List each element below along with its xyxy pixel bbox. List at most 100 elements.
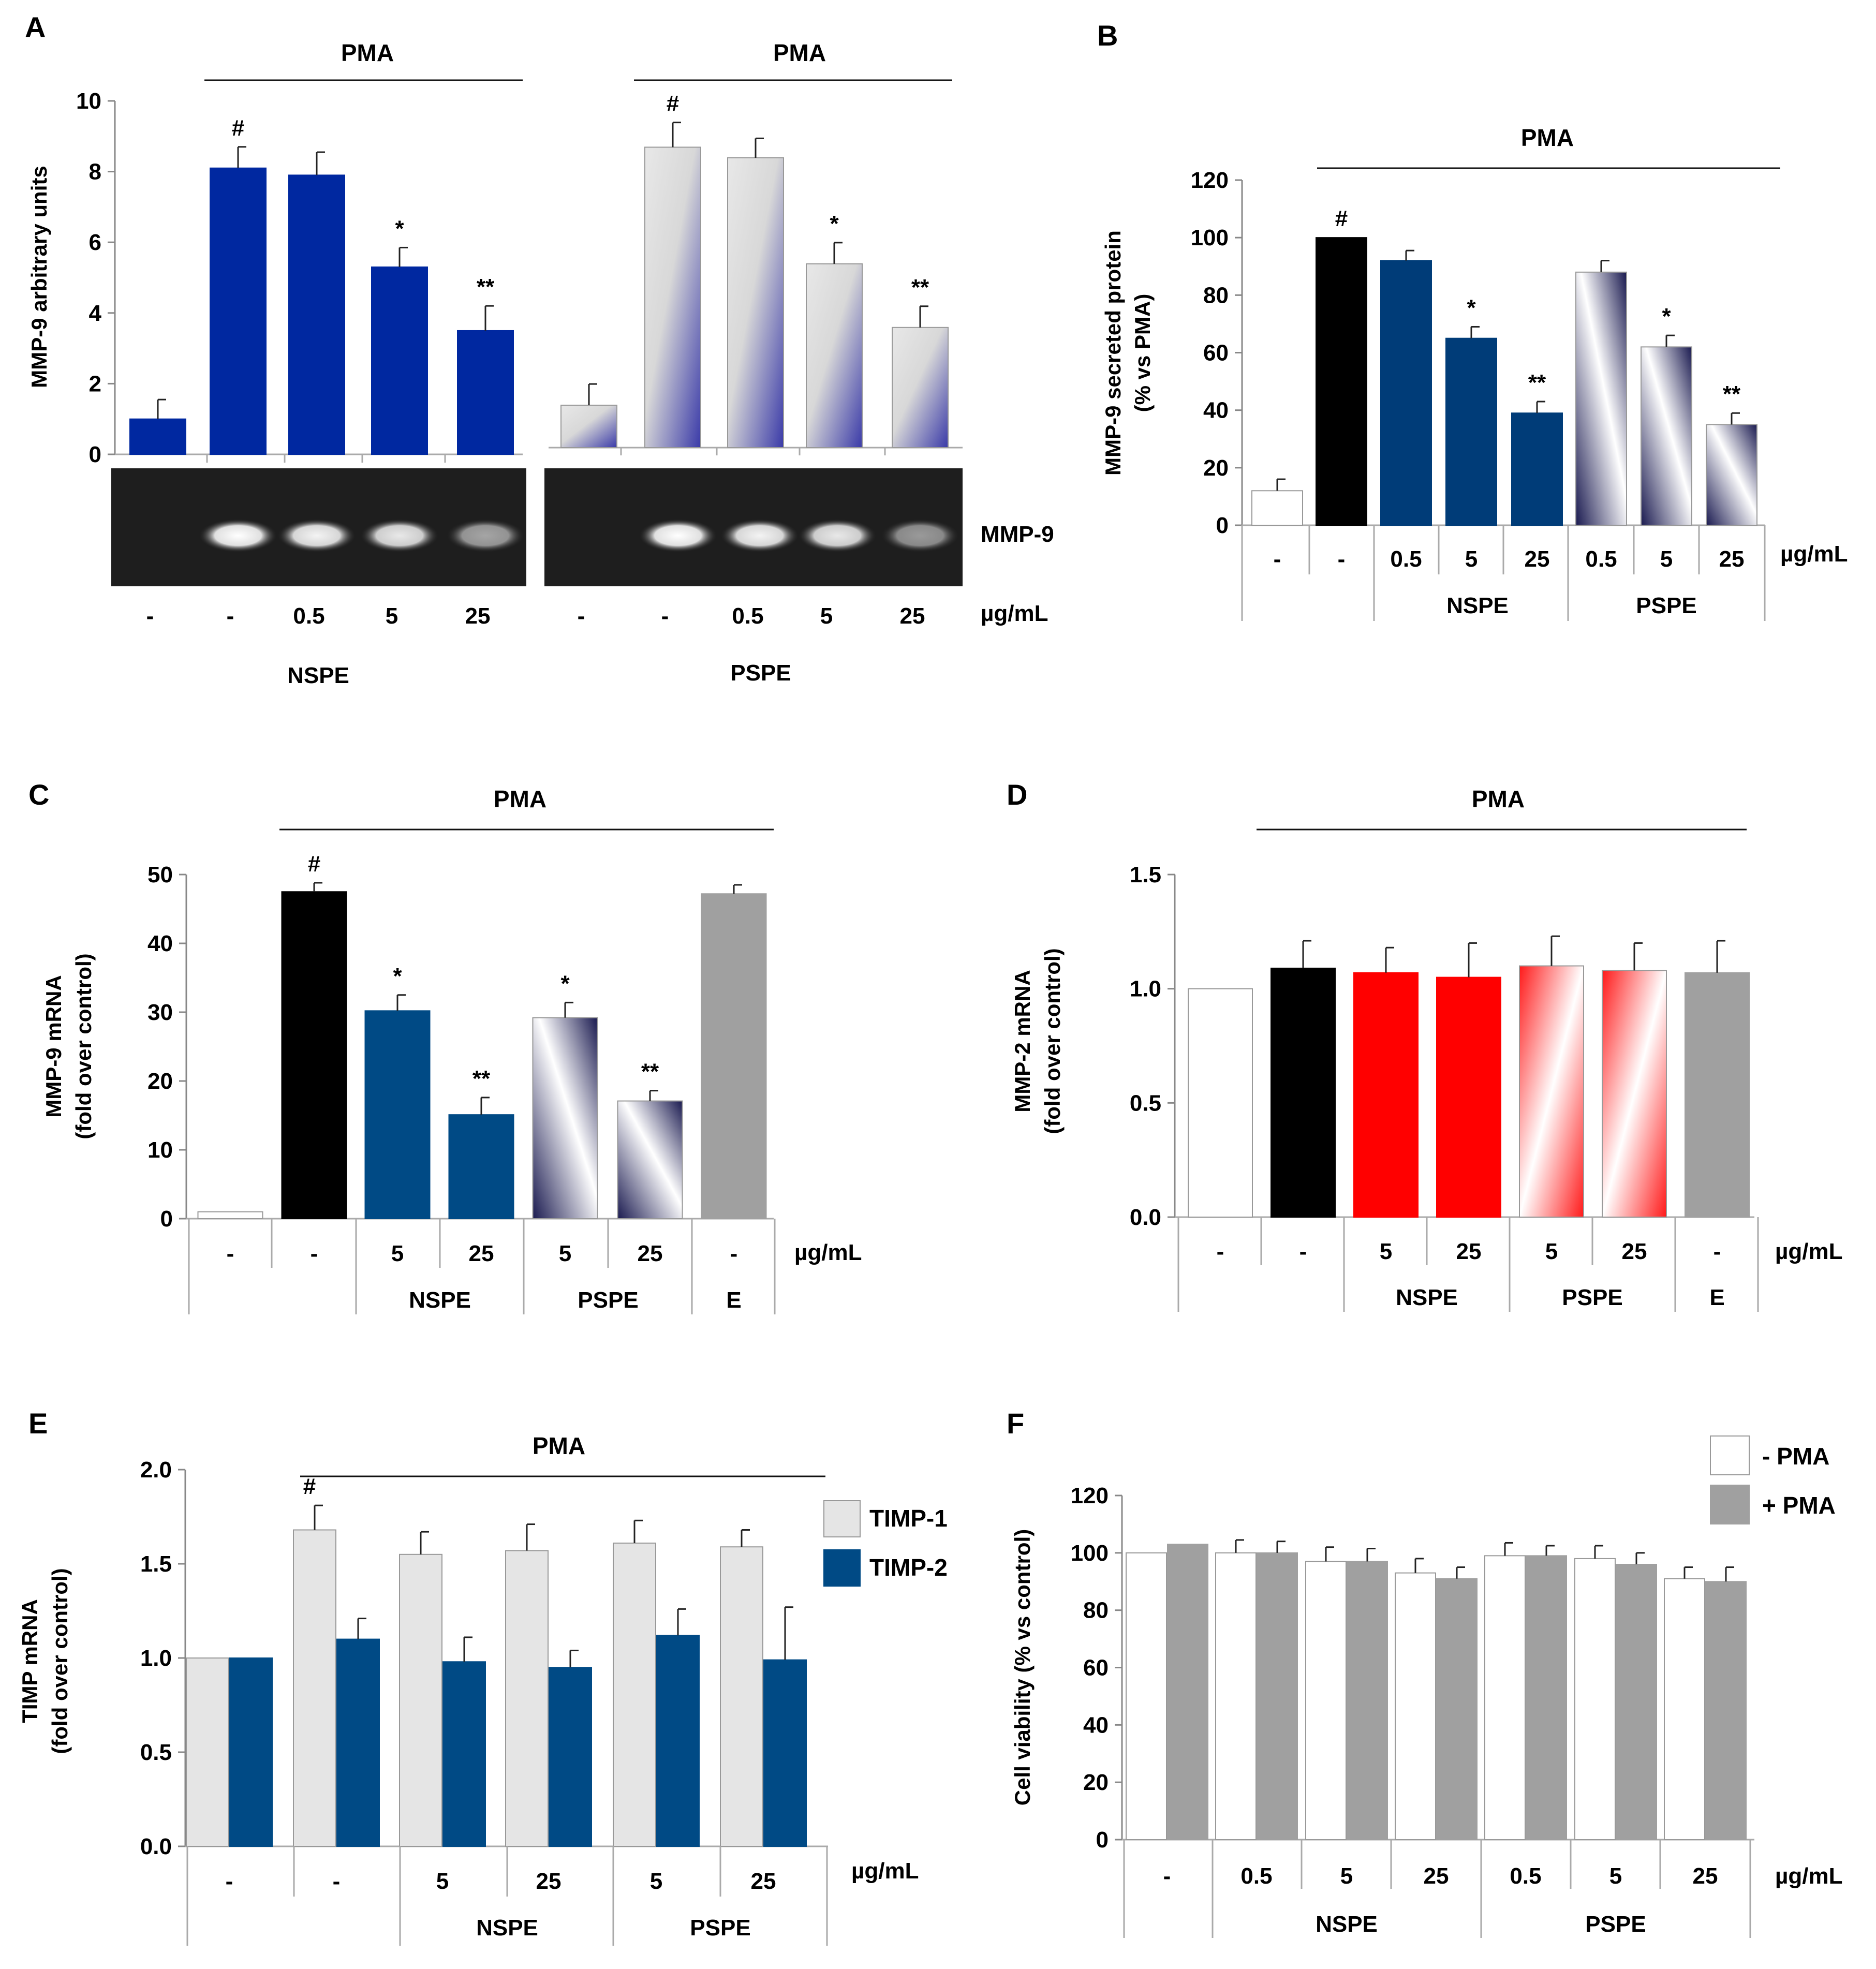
panel-e-bar [720,1546,763,1847]
panel-e-y-title: TIMP mRNA [18,1599,42,1723]
panel-e-x-category-label: 25 [536,1869,562,1894]
panel-c-group-label: E [726,1287,741,1313]
panel-f-y-tick-label: 100 [1071,1541,1109,1566]
panel-a-bar [210,167,267,455]
panel-b-y-title-2: (% vs PMA) [1130,294,1155,412]
panel-c-group-label: PSPE [578,1287,638,1313]
panel-e-y-tick-label: 0.0 [140,1834,172,1859]
panel-e-x-category-label: 5 [650,1869,662,1894]
panel-e-bar [505,1550,549,1847]
panel-b-y-tick-label: 60 [1203,340,1229,366]
panel-b-x-category-label: - [1274,546,1281,572]
panel-b-group-label: NSPE [1446,593,1509,618]
panel-b-bar [1380,260,1432,526]
panel-d-x-category-label: 5 [1545,1239,1558,1264]
panel-f-legend-label-minus-pma: - PMA [1762,1443,1829,1470]
panel-f-group-label: PSPE [1585,1912,1646,1937]
panel-e-bar [293,1529,336,1847]
panel-a-y-tick-label: 10 [76,88,101,114]
panel-b-x-category-label: - [1338,546,1346,572]
panel-b-y-tick-label: 80 [1203,283,1229,308]
panel-a-significance-label: ** [911,275,929,300]
panel-a-gel-band [639,519,717,552]
panel-a-x-category-label: 5 [820,603,833,629]
panel-a-x-category-label: - [661,603,669,629]
panel-b-x-category-label: 0.5 [1390,546,1422,572]
panel-f-y-tick-label: 60 [1083,1655,1109,1681]
panel-f-x-category-label: - [1163,1863,1171,1889]
panel-f-y-tick-label: 80 [1083,1598,1109,1623]
panel-d-y-title-2: (fold over control) [1040,948,1065,1134]
panel-a-gel-band [721,519,799,552]
panel-e-bar [186,1657,229,1847]
panel-d-y-title: MMP-2 mRNA [1010,970,1035,1112]
panel-a-gel-band [447,519,524,552]
panel-f-bar [1126,1552,1167,1840]
panel-c-group-label: NSPE [409,1287,471,1313]
panel-e-significance-label: # [303,1474,316,1499]
panel-e-y-title-2: (fold over control) [48,1568,72,1754]
panel-e-bar [763,1659,807,1847]
panel-c-significance-label: * [393,964,402,989]
panel-a-y-tick-label: 6 [89,230,101,255]
panel-a-x-category-label: 25 [900,603,925,629]
panel-c-bar [281,891,347,1219]
panel-a-gel-band [799,519,876,552]
panel-a-gel-band [361,519,438,552]
panel-d-bar [1685,972,1750,1218]
panel-c-pma-label: PMA [494,786,546,812]
panel-b-x-category-label: 5 [1660,546,1673,572]
panel-a-pma-label-pspe: PMA [773,39,826,66]
panel-c-x-category-label: 25 [638,1241,663,1266]
panel-f-y-tick-label: 20 [1083,1770,1109,1795]
panel-c-x-category-label: - [730,1241,738,1266]
panel-d-x-category-label: 25 [1622,1239,1647,1264]
panel-e-y-tick-label: 1.0 [140,1646,172,1671]
panel-b-y-title: MMP-9 secreted protein [1101,230,1125,476]
panel-letter-b: B [1097,19,1118,52]
panel-d-bar [1353,972,1419,1218]
panel-c-y-tick-label: 50 [147,862,173,887]
panel-b-x-category-label: 5 [1465,546,1478,572]
panel-f-bar [1215,1552,1257,1840]
panel-b-y-tick-label: 40 [1203,398,1229,423]
panel-b-bar [1706,424,1757,526]
panel-c-bar [701,893,767,1219]
panel-c-significance-label: ** [472,1066,491,1091]
panel-f-x-category-label: 0.5 [1240,1863,1272,1889]
panel-e-x-category-label: - [226,1869,233,1894]
panel-e-legend-swatch-timp2 [823,1549,861,1587]
panel-a-significance-label: ** [477,274,495,300]
panel-b-significance-label: * [1662,304,1671,329]
panel-c-bar [364,1010,431,1219]
panel-f-y-tick-label: 40 [1083,1712,1109,1738]
panel-a-significance-label: # [667,91,679,116]
panel-a-significance-label: * [830,211,839,236]
panel-f-bar [1484,1555,1526,1840]
panel-a-y-title: MMP-9 arbitrary units [27,166,51,388]
panel-e-legend-label-timp2: TIMP-2 [869,1554,948,1581]
panel-d-x-category-label: - [1713,1239,1721,1264]
panel-f-y-title: Cell viability (% vs control) [1010,1529,1035,1805]
panel-c-bar [617,1100,683,1220]
panel-d-bar [1188,988,1253,1218]
panel-e-y-tick-label: 2.0 [140,1457,172,1483]
panel-e-y-tick-label: 1.5 [140,1551,172,1577]
panel-e-y-tick-label: 0.5 [140,1740,172,1765]
panel-e-pma-label: PMA [533,1432,585,1459]
panel-f-bar [1705,1581,1747,1840]
panel-f-bar [1664,1578,1705,1840]
panel-b-bar [1445,337,1497,526]
panel-c-unit-label: µg/mL [794,1240,862,1265]
panel-f-unit-label: µg/mL [1775,1863,1842,1889]
panel-d-x-category-label: - [1299,1239,1307,1264]
panel-f-bar [1395,1572,1436,1840]
panel-d-pma-label: PMA [1472,786,1525,812]
panel-c-x-category-label: 5 [559,1241,571,1266]
panel-a-y-tick-label: 8 [89,159,101,185]
panel-b-y-tick-label: 100 [1191,225,1229,250]
panel-b-bar [1575,271,1627,526]
panel-f-x-category-label: 25 [1693,1863,1718,1889]
panel-d-group-label: E [1709,1285,1724,1310]
